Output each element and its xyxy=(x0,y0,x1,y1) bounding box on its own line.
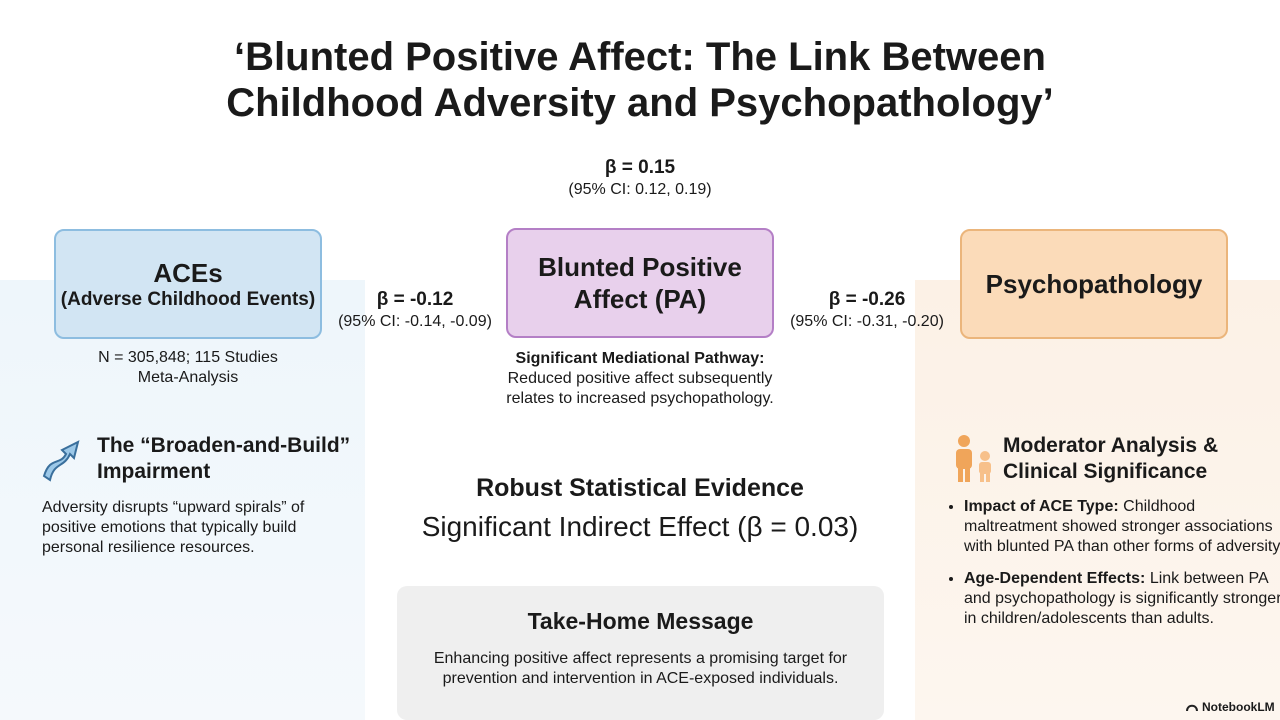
right-heading: Moderator Analysis & Clinical Significan… xyxy=(1003,434,1219,483)
mediation-note: Significant Mediational Pathway: Reduced… xyxy=(490,349,790,409)
bullet-label: Age-Dependent Effects: xyxy=(964,570,1146,587)
ci: (95% CI: 0.12, 0.19) xyxy=(568,181,712,198)
note-text: Reduced positive affect subsequently rel… xyxy=(506,370,774,407)
bullet: Age-Dependent Effects: Link between PA a… xyxy=(964,569,1280,629)
center-block: Robust Statistical Evidence Significant … xyxy=(400,473,880,547)
direct-path: β = 0.15 (95% CI: 0.12, 0.19) xyxy=(490,156,790,200)
bullet-text: Childhood maltreatment showed stronger a… xyxy=(964,498,1280,555)
left-background xyxy=(0,280,365,720)
beta: β = 0.15 xyxy=(604,157,676,178)
node-aces: ACEs (Adverse Childhood Events) xyxy=(54,229,322,339)
title: ‘Blunted Positive Affect: The Link Betwe… xyxy=(0,34,1280,126)
path-a: β = -0.12 (95% CI: -0.14, -0.09) xyxy=(330,288,500,332)
center-subheading: Significant Indirect Effect (β = 0.03) xyxy=(421,511,859,542)
ci: (95% CI: -0.31, -0.20) xyxy=(790,313,944,330)
node-pa: Blunted Positive Affect (PA) xyxy=(506,228,774,338)
node-psychopathology: Psychopathology xyxy=(960,229,1228,339)
right-background xyxy=(915,280,1280,720)
left-text: Adversity disrupts “upward spirals” of p… xyxy=(42,499,305,556)
note: N = 305,848; 115 Studies xyxy=(98,349,278,366)
node-sublabel: (Adverse Childhood Events) xyxy=(60,289,316,310)
spiral-icon xyxy=(42,440,80,482)
path-b: β = -0.26 (95% CI: -0.31, -0.20) xyxy=(782,288,952,332)
note-heading: Significant Mediational Pathway: xyxy=(515,350,765,367)
node-label: ACEs xyxy=(153,258,223,288)
note: Meta-Analysis xyxy=(137,369,239,386)
take-home-box: Take-Home Message Enhancing positive aff… xyxy=(397,586,884,720)
ci: (95% CI: -0.14, -0.09) xyxy=(338,313,492,330)
bullet-label: Impact of ACE Type: xyxy=(964,498,1119,515)
bullet-text: Link between PA and psychopathology is s… xyxy=(964,570,1280,627)
watermark-icon xyxy=(1186,704,1198,712)
center-heading: Robust Statistical Evidence xyxy=(476,474,804,502)
left-heading: The “Broaden-and-Build” Impairment xyxy=(97,434,351,483)
bullet: Impact of ACE Type: Childhood maltreatme… xyxy=(964,497,1280,557)
take-home-heading: Take-Home Message xyxy=(527,608,754,634)
watermark: NotebookLM xyxy=(1186,700,1275,714)
beta: β = -0.12 xyxy=(376,289,454,310)
beta: β = -0.26 xyxy=(828,289,906,310)
node-label: Blunted Positive Affect (PA) xyxy=(538,252,742,314)
aces-notes: N = 305,848; 115 Studies Meta-Analysis xyxy=(88,348,288,388)
node-label: Psychopathology xyxy=(985,269,1203,299)
title-line: Childhood Adversity and Psychopathology’ xyxy=(226,81,1054,125)
right-bullets: Impact of ACE Type: Childhood maltreatme… xyxy=(942,497,1280,641)
people-icon xyxy=(956,435,991,482)
title-line: ‘Blunted Positive Affect: The Link Betwe… xyxy=(234,35,1046,79)
take-home-text: Enhancing positive affect represents a p… xyxy=(433,650,848,687)
watermark-text: NotebookLM xyxy=(1202,700,1275,714)
